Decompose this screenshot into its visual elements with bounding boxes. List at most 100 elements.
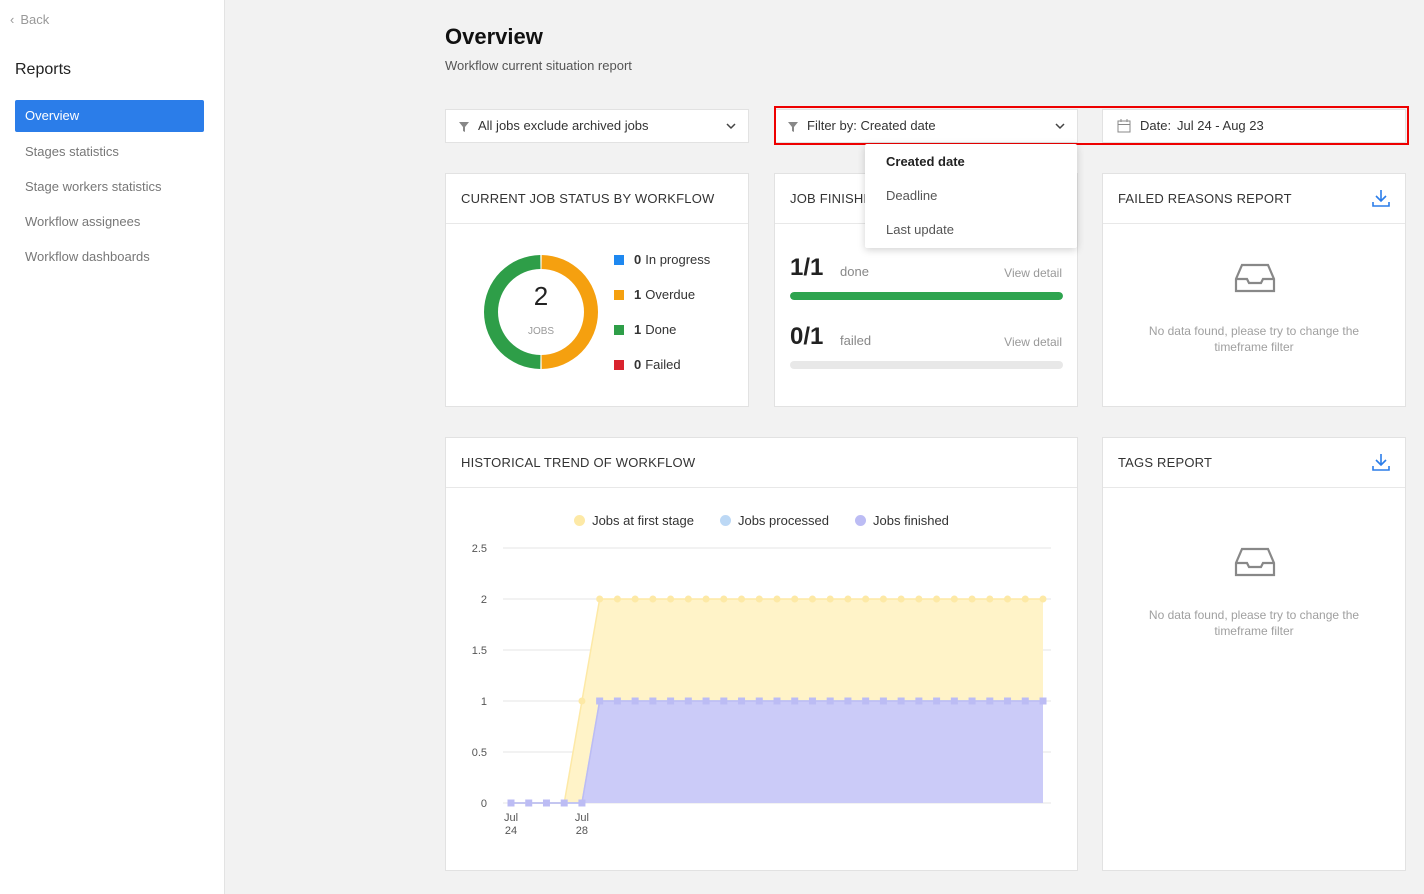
empty-text: No data found, please try to change the … [1148,608,1360,638]
donut-segment [484,255,541,369]
y-tick-label: 1.5 [472,645,487,657]
marker [525,799,533,807]
filter-icon [459,122,469,132]
date-range[interactable]: Date: Jul 24 - Aug 23 [1102,109,1406,143]
page-title: Overview [445,24,543,49]
download-icon[interactable] [1372,453,1390,471]
legend-swatch [614,289,624,300]
x-tick-label: Jul 24 [503,812,519,837]
marker [631,697,639,705]
marker [879,595,887,603]
ratio: 0/1 [790,323,824,350]
legend-item: 0 Failed [614,357,681,372]
marker [950,697,958,705]
legend-item: 0 In progress [614,252,710,267]
chevron [726,123,736,130]
jobs-filter-text: All jobs exclude archived jobs [478,118,649,133]
y-tick-label: 0 [481,798,487,810]
legend-item: 1 Done [614,322,676,337]
legend-swatch [614,254,624,265]
marker [613,697,621,705]
dropdown-menu: Created date Deadline Last update [865,144,1077,248]
donut-chart: 2 JOBS [484,255,598,369]
marker [755,595,763,603]
marker [791,595,799,603]
filter-by-select[interactable]: Filter by: Created date [774,109,1078,143]
y-tick-label: 2 [481,594,487,606]
area-chart: 0 0.5 1 1.5 2 2.5 [472,543,1051,810]
marker [862,595,870,603]
y-tick-label: 2.5 [472,543,487,555]
marker [1039,595,1047,603]
marker [844,697,852,705]
marker [986,697,994,705]
legend-value: 1 [634,287,642,302]
legend-item[interactable]: Jobs finished [855,513,949,528]
filter-icon [788,122,798,132]
card-title: HISTORICAL TREND OF WORKFLOW [446,438,1077,488]
dropdown-option[interactable]: Deadline [886,188,938,203]
marker [667,697,675,705]
legend-label: Failed [645,357,681,372]
jobs-filter[interactable]: All jobs exclude archived jobs [445,109,749,143]
download-icon[interactable] [1372,189,1390,207]
filter-by-text: Filter by: Created date [807,118,936,133]
marker [1039,697,1047,705]
legend-item[interactable]: Jobs at first stage [574,513,694,528]
marker [879,697,887,705]
legend-swatch [614,359,624,370]
sidebar-title: Reports [15,61,72,78]
nav-item[interactable]: Workflow dashboards [25,249,150,264]
nav-item[interactable]: Stage workers statistics [25,179,162,194]
nav-item[interactable]: Stages statistics [25,144,119,159]
legend-value: 0 [634,252,642,267]
card-title: CURRENT JOB STATUS BY WORKFLOW [446,174,748,224]
trend-card: HISTORICAL TREND OF WORKFLOW Jobs at fir… [445,437,1078,871]
legend-label: Done [645,322,677,337]
marker [1004,595,1012,603]
dropdown-option[interactable]: Created date [886,154,965,169]
marker [986,595,994,603]
marker [808,595,816,603]
marker [1021,697,1029,705]
chevron [1055,123,1065,130]
page-subtitle: Workflow current situation report [445,58,632,73]
marker [684,697,692,705]
legend-label: Overdue [645,287,696,302]
legend-label: In progress [645,252,711,267]
donut-total: 2 [534,281,548,311]
marker [738,595,746,603]
marker [631,595,639,603]
progress-bar [790,292,1063,300]
area [511,701,1043,803]
back-link[interactable]: ‹ Back [10,12,50,27]
marker [773,595,781,603]
marker [578,697,586,705]
ratio: 1/1 [790,254,824,281]
tags-card: TAGS REPORT No data found, please try to… [1102,437,1406,871]
legend-item[interactable]: Jobs processed [719,513,829,528]
view-detail[interactable]: View detail [1004,266,1062,280]
card-title: TAGS REPORT [1103,438,1405,488]
nav-item[interactable]: Overview [15,100,204,132]
card-title: FAILED REASONS REPORT [1103,174,1405,224]
sidebar: ‹ Back Reports Overview Stages statistics S… [0,0,225,894]
legend: Jobs at first stage Jobs processed Jobs fi… [446,513,1077,528]
marker [667,595,675,603]
dropdown-option[interactable]: Last update [886,222,954,237]
nav-item[interactable]: Workflow assignees [25,214,141,229]
marker [844,595,852,603]
legend-swatch [614,324,624,335]
empty-text: No data found, please try to change the … [1148,324,1360,354]
marker [791,697,799,705]
y-tick-label: 0.5 [472,747,487,759]
marker [613,595,621,603]
marker [968,697,976,705]
ratio-label: failed [840,333,872,348]
date-label: Date: [1140,118,1172,133]
legend-swatch [719,515,731,526]
view-detail[interactable]: View detail [1004,335,1062,349]
marker [1021,595,1029,603]
